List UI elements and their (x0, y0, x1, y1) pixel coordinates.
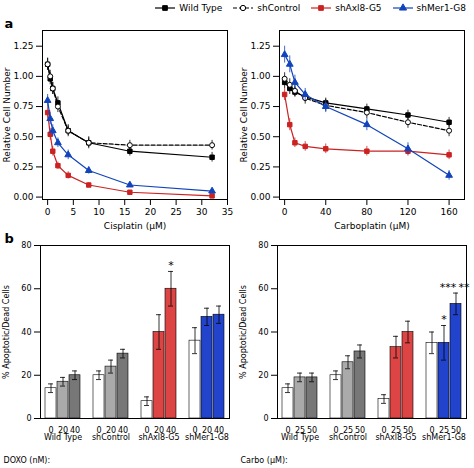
svg-text:shMer1-G8: shMer1-G8 (185, 433, 229, 442)
html-text:0 20 40: 0 20 40 (48, 426, 81, 436)
svg-text:Carboplatin (μM): Carboplatin (μM) (334, 221, 410, 231)
html-text:0 25 50: 0 25 50 (285, 426, 318, 436)
svg-text:0: 0 (45, 207, 51, 217)
svg-text:shControl: shControl (92, 433, 130, 442)
svg-text:% Apoptotic/Dead Cells: % Apoptotic/Dead Cells (2, 285, 11, 379)
svg-text:*: * (441, 313, 447, 326)
svg-text:40: 40 (21, 328, 31, 337)
svg-text:a: a (5, 16, 14, 31)
svg-text:1.00: 1.00 (13, 71, 33, 81)
svg-text:15: 15 (119, 207, 130, 217)
svg-text:DOXO (nM):: DOXO (nM): (4, 456, 51, 465)
svg-text:Carbo (μM):: Carbo (μM): (241, 456, 288, 465)
svg-text:120: 120 (399, 207, 416, 217)
svg-text:0: 0 (263, 414, 268, 423)
svg-text:***: *** (440, 281, 457, 294)
svg-text:b: b (5, 231, 14, 246)
svg-text:0.25: 0.25 (13, 162, 33, 172)
svg-text:60: 60 (258, 284, 268, 293)
html-text:Wild Type: Wild Type (179, 3, 223, 13)
svg-text:% Apoptotic/Dead Cells: % Apoptotic/Dead Cells (239, 285, 248, 379)
html-text:0 20 40: 0 20 40 (96, 426, 129, 436)
svg-text:0.00: 0.00 (13, 192, 33, 202)
svg-text:Wild Type: Wild Type (44, 433, 82, 442)
svg-text:80: 80 (361, 207, 373, 217)
svg-text:80: 80 (21, 241, 31, 250)
svg-text:30: 30 (196, 207, 208, 217)
svg-text:40: 40 (320, 207, 332, 217)
html-text:0 20 40: 0 20 40 (144, 426, 177, 436)
svg-text:shControl: shControl (329, 433, 367, 442)
svg-text:0: 0 (26, 414, 31, 423)
html-text:0 25 50: 0 25 50 (333, 426, 366, 436)
html-text:0 20 40: 0 20 40 (192, 426, 225, 436)
svg-text:5: 5 (70, 207, 76, 217)
svg-text:0.50: 0.50 (250, 132, 270, 142)
svg-text:40: 40 (258, 328, 268, 337)
html-text:0 25 50: 0 25 50 (381, 426, 414, 436)
svg-text:80: 80 (258, 241, 268, 250)
svg-text:60: 60 (21, 284, 31, 293)
svg-text:0.00: 0.00 (250, 192, 270, 202)
svg-text:0.75: 0.75 (13, 101, 33, 111)
svg-text:Cisplatin (μM): Cisplatin (μM) (104, 221, 166, 231)
svg-text:Relative Cell Number: Relative Cell Number (239, 67, 249, 162)
svg-text:25: 25 (170, 207, 181, 217)
svg-text:160: 160 (440, 207, 457, 217)
svg-text:1.25: 1.25 (13, 41, 33, 51)
html-text:0 25 50: 0 25 50 (429, 426, 462, 436)
svg-text:0.75: 0.75 (250, 101, 270, 111)
svg-text:1.00: 1.00 (250, 71, 270, 81)
svg-text:35: 35 (222, 207, 233, 217)
svg-text:20: 20 (258, 371, 268, 380)
svg-text:20: 20 (145, 207, 157, 217)
svg-text:shAxl8-G5: shAxl8-G5 (375, 433, 416, 442)
html-text:shMer1-G8: shMer1-G8 (416, 3, 466, 13)
svg-text:Relative Cell Number: Relative Cell Number (2, 67, 12, 162)
svg-text:shMer1-G8: shMer1-G8 (422, 433, 466, 442)
html-text:shControl: shControl (257, 3, 301, 13)
html-text:shAxl8-G5: shAxl8-G5 (335, 3, 382, 13)
svg-text:**: ** (459, 281, 471, 294)
svg-text:Wild Type: Wild Type (281, 433, 319, 442)
svg-text:0.50: 0.50 (13, 132, 33, 142)
svg-text:10: 10 (93, 207, 105, 217)
svg-text:0: 0 (282, 207, 288, 217)
svg-text:1.25: 1.25 (250, 41, 270, 51)
svg-text:shAxl8-G5: shAxl8-G5 (138, 433, 179, 442)
svg-text:*: * (168, 259, 174, 272)
svg-text:20: 20 (21, 371, 31, 380)
svg-text:0.25: 0.25 (250, 162, 270, 172)
